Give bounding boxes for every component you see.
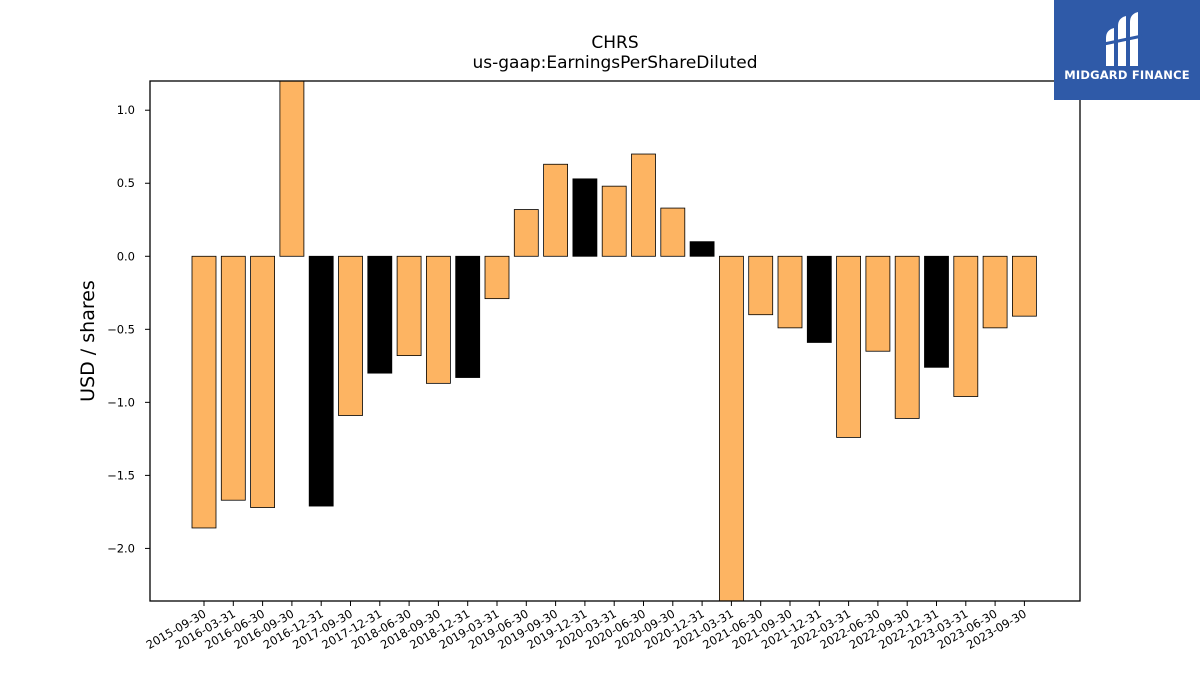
y-axis-label: USD / shares — [77, 280, 99, 402]
bar-2021-09-30 — [777, 255, 803, 329]
logo-text: MIDGARD FINANCE — [1064, 68, 1190, 82]
bars-group — [191, 80, 1037, 602]
bar-2022-09-30 — [894, 255, 920, 419]
bar-2016-12-31 — [308, 255, 334, 507]
bar-2017-12-31 — [367, 255, 393, 374]
bar-2016-09-30 — [279, 80, 305, 257]
bar-2019-03-31 — [484, 255, 510, 300]
bar-2023-03-31 — [953, 255, 979, 397]
bar-2018-12-31 — [455, 255, 481, 378]
y-tick-label: 1.0 — [117, 103, 135, 117]
bar-2017-09-30 — [338, 255, 363, 416]
brand-logo: MIDGARD FINANCE — [1054, 0, 1200, 100]
bar-2016-06-30 — [250, 255, 276, 508]
plot-frame — [149, 80, 1081, 602]
y-tick-label: −2.0 — [107, 541, 135, 555]
chart-subtitle: us-gaap:EarningsPerShareDiluted — [472, 53, 757, 73]
y-tick-label: −1.5 — [107, 468, 135, 482]
bar-2022-12-31 — [924, 255, 949, 368]
bar-2020-12-31 — [689, 241, 715, 257]
bar-2019-06-30 — [513, 209, 539, 257]
bar-2018-06-30 — [396, 255, 422, 357]
bar-2018-09-30 — [425, 255, 451, 384]
bar-2022-03-31 — [836, 255, 861, 438]
y-tick-label: −0.5 — [107, 322, 135, 336]
bar-2020-06-30 — [631, 153, 656, 257]
bar-2023-06-30 — [982, 255, 1008, 329]
bar-2022-06-30 — [865, 255, 891, 352]
bar-2021-12-31 — [806, 255, 832, 343]
bar-2019-09-30 — [543, 163, 568, 257]
bar-2021-06-30 — [748, 255, 774, 316]
x-ticks-group: 2015-09-302016-03-312016-06-302016-09-30… — [144, 601, 1029, 652]
y-tick-label: 0.5 — [117, 176, 135, 190]
bar-2019-12-31 — [572, 178, 598, 257]
bar-2015-09-30 — [191, 255, 217, 529]
chart-title: CHRS — [591, 33, 638, 53]
bar-2020-03-31 — [601, 185, 627, 257]
y-ticks-group: 1.0 0.5 0.0 −0.5 −1.0 −1.5 −2.0 — [107, 103, 150, 555]
bar-2020-09-30 — [660, 207, 686, 257]
y-tick-label: 0.0 — [117, 249, 135, 263]
logo-mark-icon — [1103, 12, 1143, 66]
bar-2023-09-30 — [1012, 255, 1037, 317]
bar-2021-03-31 — [719, 255, 744, 602]
y-tick-label: −1.0 — [107, 395, 135, 409]
bar-2016-03-31 — [220, 255, 246, 501]
